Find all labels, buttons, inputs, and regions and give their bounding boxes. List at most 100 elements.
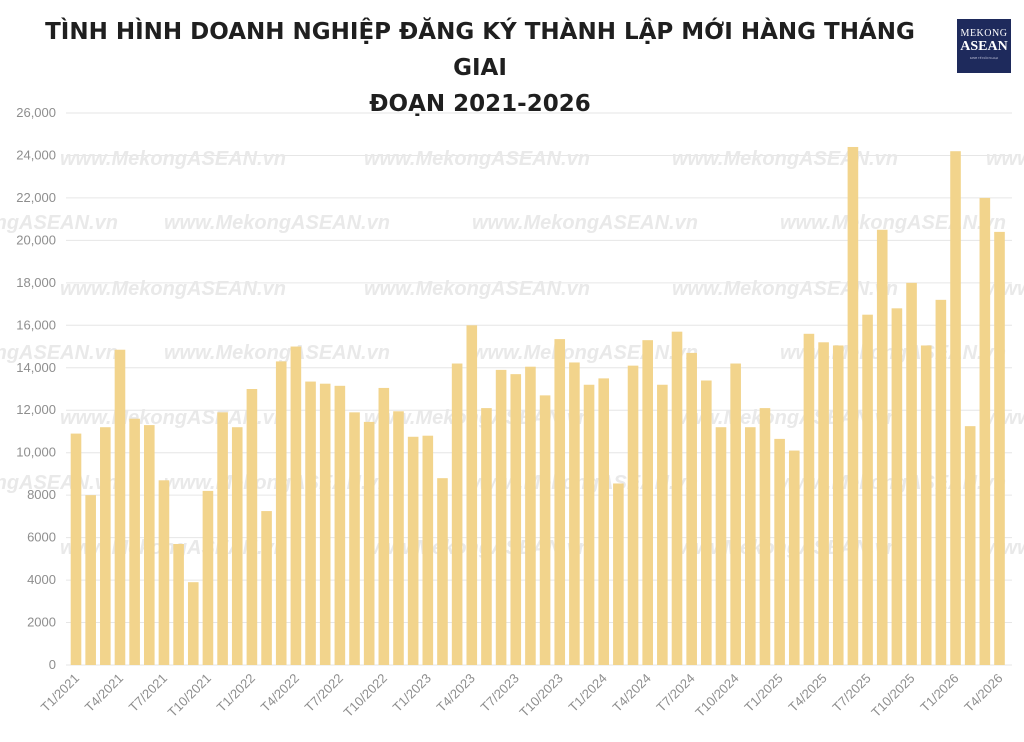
bar-T3-2023 xyxy=(451,363,463,665)
bar-T1-2023 xyxy=(422,435,434,665)
bar-T10-2023 xyxy=(554,339,566,665)
y-tick-label: 12,000 xyxy=(16,402,56,417)
bar-T6-2022 xyxy=(319,383,331,665)
watermark-text: www.MekongASEAN.vn xyxy=(60,148,286,170)
bar-T8-2022 xyxy=(349,412,360,665)
bar-T11-2022 xyxy=(393,411,404,665)
y-tick-label: 8000 xyxy=(27,487,56,502)
x-tick-label: T7/2024 xyxy=(653,671,697,715)
bar-T4-2021 xyxy=(114,349,126,665)
x-tick-label: T7/2021 xyxy=(126,671,170,715)
bar-T8-2025 xyxy=(876,229,888,665)
x-tick-label: T10/2023 xyxy=(516,671,565,720)
y-tick-label: 10,000 xyxy=(16,445,56,460)
watermark-text: www.MekongASEAN.vn xyxy=(986,148,1024,170)
y-tick-label: 2000 xyxy=(27,615,56,630)
y-tick-label: 20,000 xyxy=(16,232,56,247)
logo-text-mekong: MEKONG xyxy=(960,28,1008,39)
bar-T8-2021 xyxy=(173,543,184,665)
bar-T7-2025 xyxy=(862,314,873,665)
bar-T9-2021 xyxy=(187,582,199,665)
x-tick-label: T7/2023 xyxy=(478,671,522,715)
watermark-text: www.MekongASEAN.vn xyxy=(0,472,118,494)
mekong-asean-logo: MEKONG ASEAN KINH TẾ ĐỐI NGOẠI xyxy=(957,19,1011,73)
bar-T2-2025 xyxy=(788,450,800,665)
watermark-text: www.MekongASEAN.vn xyxy=(780,212,1006,234)
x-tick-label: T4/2021 xyxy=(82,671,126,715)
bar-T10-2021 xyxy=(202,490,214,665)
watermark-text: www.MekongASEAN.vn xyxy=(986,407,1024,429)
bar-T6-2025 xyxy=(847,146,859,665)
y-tick-label: 0 xyxy=(49,657,56,672)
x-tick-label: T1/2023 xyxy=(390,671,434,715)
bar-T12-2022 xyxy=(407,436,419,665)
watermark-text: www.MekongASEAN.vn xyxy=(164,212,390,234)
watermark-text: www.MekongASEAN.vn xyxy=(60,278,286,300)
bar-T9-2025 xyxy=(891,308,903,665)
watermark-text: www.MekongASEAN.vn xyxy=(986,278,1024,300)
bar-T3-2026 xyxy=(979,197,991,665)
x-tick-label: T4/2023 xyxy=(434,671,478,715)
bar-T4-2025 xyxy=(818,342,829,665)
x-tick-label: T4/2022 xyxy=(258,671,302,715)
bar-T6-2023 xyxy=(495,369,507,665)
watermark-text: www.MekongASEAN.vn xyxy=(672,278,898,300)
bar-T9-2023 xyxy=(539,395,551,665)
bar-T10-2025 xyxy=(906,282,917,665)
x-tick-label: T4/2024 xyxy=(609,671,653,715)
x-tick-label: T1/2025 xyxy=(741,671,785,715)
chart-title: TÌNH HÌNH DOANH NGHIỆP ĐĂNG KÝ THÀNH LẬP… xyxy=(20,14,940,122)
bar-T12-2023 xyxy=(583,384,595,665)
bar-T3-2024 xyxy=(627,365,639,665)
bar-T3-2021 xyxy=(100,427,111,665)
bar-T7-2023 xyxy=(510,374,522,665)
bar-T8-2024 xyxy=(701,380,712,665)
bar-T1-2021 xyxy=(70,433,82,665)
x-tick-label: T1/2022 xyxy=(214,671,258,715)
bar-T1-2026 xyxy=(950,151,961,665)
bar-T5-2021 xyxy=(129,418,140,665)
bar-T1-2024 xyxy=(598,378,610,665)
bar-T7-2024 xyxy=(686,352,697,665)
watermark-text: www.MekongASEAN.vn xyxy=(0,342,118,364)
y-tick-label: 14,000 xyxy=(16,360,56,375)
x-tick-label: T10/2024 xyxy=(692,671,741,720)
bar-T6-2021 xyxy=(143,425,155,665)
y-tick-label: 24,000 xyxy=(16,147,56,162)
bar-T8-2023 xyxy=(525,366,536,665)
logo-tagline: KINH TẾ ĐỐI NGOẠI xyxy=(969,56,999,60)
x-tick-label: T10/2025 xyxy=(868,671,917,720)
bar-T11-2025 xyxy=(920,345,932,665)
x-tick-label: T10/2022 xyxy=(341,671,390,720)
y-tick-label: 22,000 xyxy=(16,190,56,205)
bar-T12-2025 xyxy=(935,299,947,665)
bar-T4-2023 xyxy=(466,325,478,665)
x-tick-label: T7/2022 xyxy=(302,671,346,715)
bar-T3-2022 xyxy=(275,361,287,665)
bar-T12-2024 xyxy=(759,408,771,665)
bar-T6-2024 xyxy=(671,331,683,665)
watermark-text: www.MekongASEAN.vn xyxy=(0,212,118,234)
watermark-text: www.MekongASEAN.vn xyxy=(672,148,898,170)
x-tick-label: T10/2021 xyxy=(165,671,214,720)
x-tick-label: T7/2025 xyxy=(829,671,873,715)
bar-T1-2022 xyxy=(246,389,258,665)
bars xyxy=(70,146,1005,665)
y-axis-ticks: 0 2000 4000 6000 8000 10,000 12,000 14,000 16,00… xyxy=(16,105,56,672)
bar-T7-2022 xyxy=(334,385,346,665)
bar-T2-2024 xyxy=(613,483,624,665)
bar-T4-2022 xyxy=(290,346,302,665)
y-tick-label: 26,000 xyxy=(16,105,56,120)
x-tick-label: T1/2024 xyxy=(565,671,609,715)
bar-T9-2022 xyxy=(363,421,375,665)
y-tick-label: 18,000 xyxy=(16,275,56,290)
bar-T2-2021 xyxy=(85,495,96,665)
logo-text-asean: ASEAN xyxy=(960,39,1008,54)
bar-T9-2024 xyxy=(715,427,727,665)
y-tick-label: 16,000 xyxy=(16,317,56,332)
watermark-text: www.MekongASEAN.vn xyxy=(986,537,1024,559)
chart-title-line-1: TÌNH HÌNH DOANH NGHIỆP ĐĂNG KÝ THÀNH LẬP… xyxy=(45,19,915,81)
y-tick-label: 4000 xyxy=(27,572,56,587)
bar-T1-2025 xyxy=(774,438,785,665)
